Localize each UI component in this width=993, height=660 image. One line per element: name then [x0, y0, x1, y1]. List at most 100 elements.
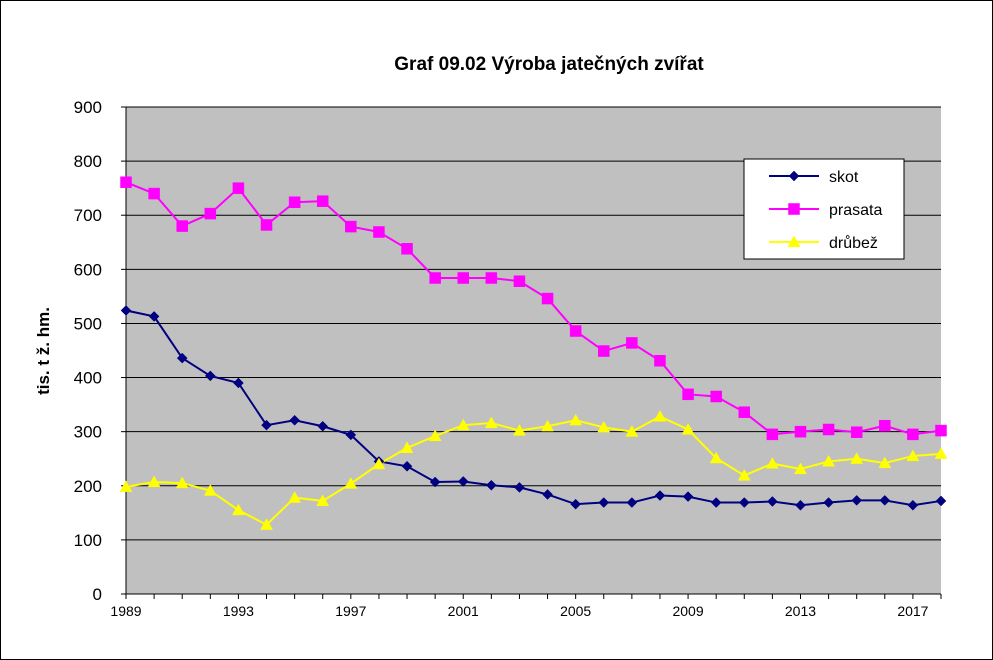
- data-point-prasata: [935, 424, 947, 437]
- data-point-drůbež: [316, 494, 330, 506]
- data-point-skot: [682, 491, 694, 502]
- data-point-skot: [176, 352, 188, 364]
- data-point-prasata: [232, 182, 245, 194]
- data-point-prasata: [485, 272, 498, 284]
- data-point-drůbež: [513, 424, 526, 436]
- data-point-skot: [457, 476, 469, 487]
- data-point-skot: [289, 414, 300, 426]
- data-point-drůbež: [906, 449, 920, 462]
- data-point-drůbež: [765, 457, 779, 469]
- data-point-prasata: [626, 337, 638, 349]
- y-axis-label: tis. t ž. hm.: [34, 307, 53, 395]
- data-point-prasata: [710, 390, 722, 403]
- series-line-drůbež: [125, 415, 942, 526]
- data-point-skot: [401, 460, 413, 472]
- data-point-prasata: [738, 406, 751, 418]
- data-point-drůbež: [231, 503, 245, 516]
- x-tick-label: 2009: [672, 603, 703, 619]
- x-tick-label: 1993: [223, 603, 254, 619]
- x-tick-label: 2001: [448, 603, 479, 619]
- data-point-skot: [514, 482, 525, 493]
- data-point-drůbež: [260, 518, 273, 530]
- x-tick-label: 1997: [335, 603, 366, 619]
- data-point-drůbež: [119, 480, 133, 492]
- data-point-prasata: [794, 425, 807, 438]
- data-point-drůbež: [597, 420, 611, 433]
- data-point-prasata: [569, 325, 582, 337]
- x-tick-label: 1989: [110, 603, 141, 619]
- data-point-prasata: [288, 196, 301, 208]
- y-tick-label: 0: [93, 585, 102, 604]
- data-point-drůbež: [850, 452, 864, 464]
- data-point-skot: [907, 499, 919, 511]
- data-point-skot: [120, 305, 132, 316]
- y-tick-label: 300: [74, 423, 102, 442]
- y-tick-label: 400: [74, 369, 102, 388]
- data-point-drůbež: [934, 447, 948, 459]
- data-point-drůbež: [709, 451, 723, 464]
- y-tick-label: 100: [74, 531, 102, 550]
- data-point-skot: [654, 490, 666, 501]
- data-point-drůbež: [541, 419, 554, 432]
- data-point-skot: [317, 420, 329, 432]
- data-point-prasata: [457, 272, 469, 284]
- data-point-skot: [485, 479, 497, 491]
- data-point-drůbež: [822, 454, 836, 467]
- data-point-drůbež: [569, 413, 583, 426]
- data-point-drůbež: [878, 456, 892, 469]
- data-point-prasata: [260, 219, 273, 231]
- x-tick-label: 2013: [785, 603, 816, 619]
- data-point-skot: [429, 476, 441, 488]
- legend-label-prasata: prasata: [829, 202, 882, 219]
- data-point-skot: [598, 497, 610, 508]
- legend-marker-drůbež: [787, 235, 801, 248]
- y-tick-label: 600: [74, 260, 102, 279]
- data-point-skot: [148, 311, 160, 322]
- data-point-skot: [626, 497, 638, 508]
- data-point-prasata: [879, 419, 891, 432]
- data-point-skot: [738, 497, 750, 508]
- data-point-drůbež: [147, 475, 161, 488]
- data-point-prasata: [822, 423, 835, 436]
- data-point-drůbež: [428, 429, 442, 442]
- data-point-prasata: [513, 275, 526, 287]
- data-point-prasata: [850, 426, 863, 438]
- legend-marker-prasata: [788, 203, 800, 215]
- data-point-prasata: [148, 187, 160, 200]
- data-point-drůbež: [794, 462, 807, 475]
- data-point-skot: [823, 497, 834, 508]
- data-point-prasata: [345, 220, 357, 233]
- x-tick-label: 2017: [897, 603, 928, 619]
- data-point-prasata: [598, 345, 610, 357]
- data-point-skot: [795, 499, 806, 511]
- y-tick-label: 200: [74, 477, 102, 496]
- data-point-skot: [233, 377, 244, 389]
- data-point-prasata: [654, 355, 666, 367]
- data-point-prasata: [204, 207, 217, 220]
- data-point-skot: [542, 489, 553, 500]
- data-point-drůbež: [484, 416, 498, 429]
- data-point-drůbež: [737, 468, 751, 481]
- data-point-drůbež: [653, 410, 667, 422]
- y-tick-label: 900: [74, 98, 102, 117]
- data-point-skot: [767, 496, 778, 507]
- data-point-prasata: [541, 292, 554, 305]
- data-point-drůbež: [288, 491, 302, 503]
- data-point-drůbež: [203, 484, 217, 496]
- data-point-prasata: [176, 220, 188, 232]
- data-point-drůbež: [175, 476, 189, 489]
- legend-label-skot: skot: [829, 169, 859, 186]
- chart-title: Graf 09.02 Výroba jatečných zvířat: [394, 54, 704, 75]
- data-point-skot: [204, 370, 216, 382]
- data-point-prasata: [682, 388, 694, 401]
- data-point-skot: [710, 497, 722, 508]
- data-point-prasata: [401, 243, 413, 255]
- legend-marker-skot: [788, 170, 800, 182]
- y-tick-label: 500: [74, 314, 102, 333]
- data-point-skot: [570, 498, 582, 510]
- data-point-drůbež: [681, 422, 695, 435]
- data-point-prasata: [373, 226, 385, 238]
- data-point-skot: [261, 419, 272, 431]
- data-point-drůbež: [344, 477, 358, 489]
